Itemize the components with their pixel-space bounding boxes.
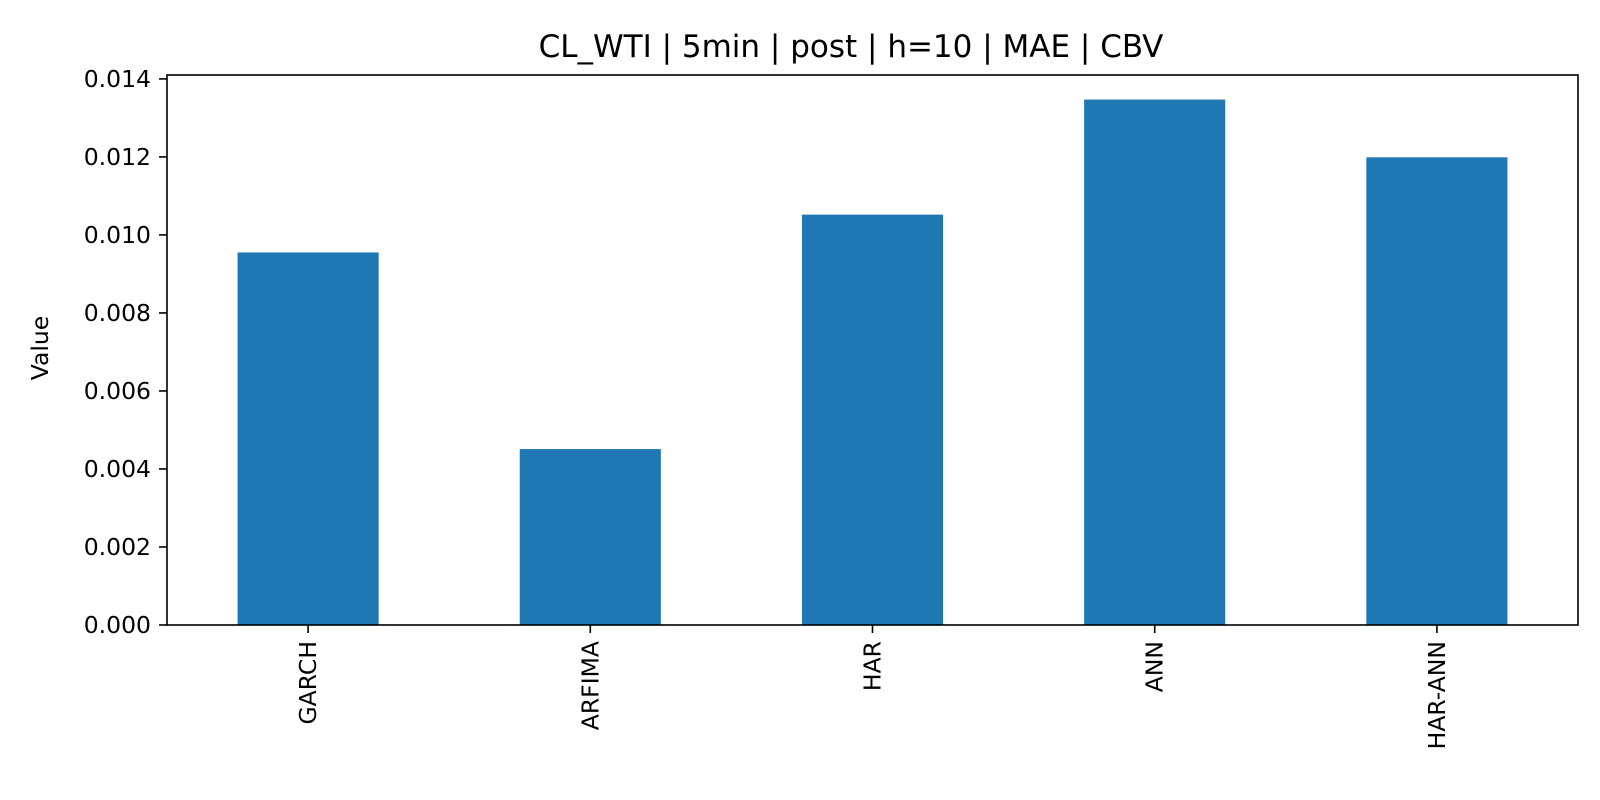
y-tick-label: 0.006 xyxy=(84,377,151,405)
bar-arfima xyxy=(519,449,661,625)
x-tick-label: ARFIMA xyxy=(576,641,604,730)
y-tick-label: 0.014 xyxy=(84,65,151,93)
bar-har xyxy=(801,214,944,625)
y-tick-label: 0.002 xyxy=(84,533,151,561)
x-tick-label: GARCH xyxy=(294,641,322,725)
x-axis-ticks: GARCH ARFIMA HAR ANN HAR-ANN xyxy=(294,625,1451,749)
y-axis-label: Value xyxy=(26,316,54,381)
bars-group xyxy=(237,99,1508,626)
chart-title: CL_WTI | 5min | post | h=10 | MAE | CBV xyxy=(539,29,1164,65)
plot-frame xyxy=(166,74,1579,626)
x-tick-label: HAR xyxy=(859,641,887,691)
y-tick-label: 0.004 xyxy=(84,455,151,483)
bar-har-ann xyxy=(1366,157,1508,625)
x-tick-label: ANN xyxy=(1141,641,1169,692)
bar-ann xyxy=(1084,99,1226,626)
bar-garch xyxy=(237,252,379,625)
x-tick-label: HAR-ANN xyxy=(1423,641,1451,749)
y-tick-label: 0.010 xyxy=(84,221,151,249)
y-tick-label: 0.008 xyxy=(84,299,151,327)
y-tick-label: 0.000 xyxy=(84,611,151,639)
y-tick-label: 0.012 xyxy=(84,143,151,171)
y-axis-ticks: 0.000 0.002 0.004 0.006 0.008 0.010 0.012 0.014 xyxy=(84,65,167,639)
